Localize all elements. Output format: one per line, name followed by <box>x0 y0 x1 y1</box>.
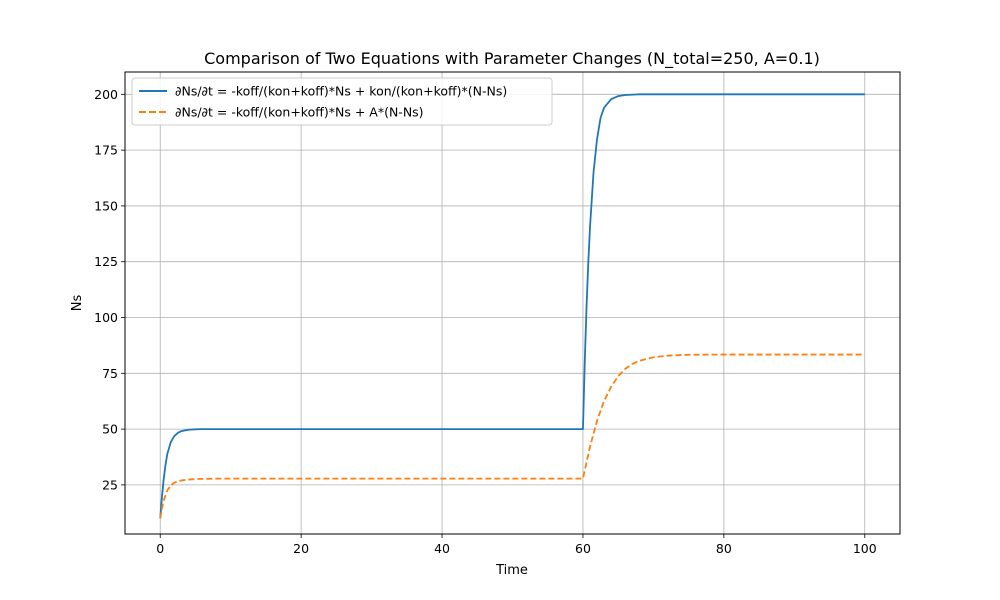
chart-title: Comparison of Two Equations with Paramet… <box>204 49 820 69</box>
y-tick-label: 50 <box>102 422 118 437</box>
y-axis-label: Ns <box>70 295 85 312</box>
y-tick-label: 25 <box>102 477 118 492</box>
y-tick-label: 175 <box>94 143 118 158</box>
y-axis-ticks: 25 50 75 100 125 150 175 200 <box>94 87 125 492</box>
y-tick-label: 200 <box>94 87 118 102</box>
series-1-line <box>159 93 865 519</box>
x-tick-label: 0 <box>156 541 164 556</box>
y-tick-label: 125 <box>94 254 118 269</box>
plot-series <box>159 93 865 519</box>
legend-label-series-1: ∂Ns/∂t = -koff/(kon+koff)*Ns + kon/(kon+… <box>175 84 507 99</box>
y-tick-label: 150 <box>94 198 118 213</box>
x-axis-ticks: 0 20 40 60 80 100 <box>156 534 877 556</box>
plot-frame <box>124 71 901 535</box>
x-tick-label: 80 <box>716 541 732 556</box>
y-tick-label: 100 <box>94 310 118 325</box>
legend-label-series-2: ∂Ns/∂t = -koff/(kon+koff)*Ns + A*(N-Ns) <box>175 105 424 120</box>
series-2-line <box>159 353 865 519</box>
x-tick-label: 60 <box>575 541 591 556</box>
legend: ∂Ns/∂t = -koff/(kon+koff)*Ns + kon/(kon+… <box>131 77 553 126</box>
x-axis-label: Time <box>495 563 528 578</box>
y-tick-label: 75 <box>102 366 118 381</box>
legend-box <box>131 77 553 126</box>
x-tick-label: 40 <box>434 541 450 556</box>
x-tick-label: 20 <box>293 541 309 556</box>
x-tick-label: 100 <box>853 541 877 556</box>
